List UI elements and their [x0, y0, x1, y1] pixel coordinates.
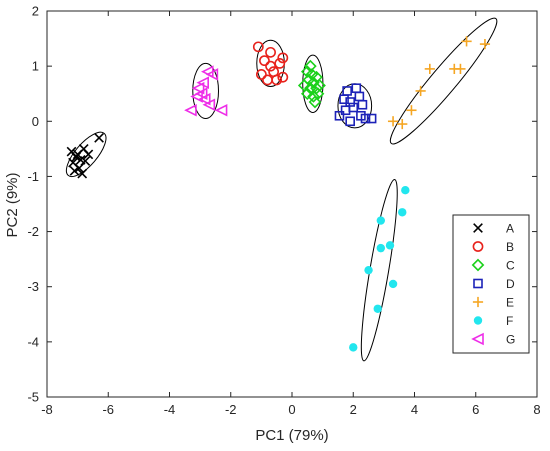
point-c	[311, 87, 325, 101]
axes: -8 -6 -4 -2 0 2 4 6 8 -5 -4 -3 -2 -1 0 1 2	[27, 4, 540, 418]
point-d	[348, 102, 359, 113]
y-tick-label: -3	[27, 279, 39, 294]
point-d	[351, 83, 362, 93]
point-e	[479, 38, 491, 50]
legend-marker-e	[472, 296, 484, 308]
point-g	[197, 92, 211, 106]
y-tick-label: -5	[27, 390, 39, 405]
point-g	[191, 81, 205, 95]
point-e	[387, 116, 399, 127]
point-e	[424, 63, 435, 74]
point-b	[262, 74, 273, 86]
point-b	[255, 69, 267, 80]
point-f	[398, 208, 407, 217]
point-d	[345, 97, 355, 107]
x-tick-label: -6	[102, 402, 114, 417]
point-g	[184, 103, 197, 117]
cluster-ellipse-g	[192, 62, 219, 120]
point-a	[71, 152, 81, 162]
point-c	[310, 81, 323, 95]
point-b	[259, 55, 270, 67]
point-b	[271, 74, 283, 86]
y-axis-label: PC2 (9%)	[4, 172, 21, 237]
legend-label-f: F	[506, 314, 513, 328]
point-a	[94, 132, 104, 143]
point-b	[274, 57, 286, 69]
point-f	[349, 343, 358, 352]
legend-marker-f	[473, 316, 483, 325]
point-g	[194, 87, 208, 101]
y-tick-label: -1	[27, 169, 39, 184]
cluster-ellipse-a	[65, 131, 107, 178]
x-axis-label: PC1 (79%)	[255, 427, 328, 444]
point-a	[69, 166, 80, 176]
point-a	[83, 149, 94, 160]
point-f	[385, 241, 395, 250]
x-tick-label: 8	[533, 402, 540, 417]
point-f	[388, 279, 398, 289]
point-e	[455, 63, 466, 74]
point-d	[357, 99, 368, 110]
point-g	[196, 76, 209, 89]
legend-marker-g	[471, 332, 484, 346]
point-b	[252, 41, 264, 53]
point-d	[342, 86, 352, 96]
point-c	[308, 95, 322, 109]
point-a	[80, 156, 91, 166]
point-d	[345, 116, 355, 127]
x-tick-label: 2	[350, 402, 357, 417]
y-tick-label: -4	[27, 334, 39, 349]
point-e	[461, 36, 472, 47]
point-c	[307, 90, 320, 103]
point-f	[376, 216, 386, 225]
cluster-ellipse-f	[360, 178, 398, 362]
point-g	[214, 103, 228, 117]
point-d	[360, 113, 371, 124]
point-b	[277, 52, 289, 64]
legend-label-a: A	[506, 222, 514, 236]
point-f	[376, 243, 386, 253]
point-d	[366, 113, 377, 124]
point-g	[205, 68, 219, 81]
point-b	[277, 71, 289, 83]
x-tick-label: -8	[41, 402, 53, 417]
point-e	[397, 118, 408, 130]
point-e	[406, 105, 417, 116]
y-tick-label: 0	[32, 114, 39, 129]
point-f	[373, 304, 382, 313]
x-tick-label: -4	[164, 402, 176, 417]
x-tick-label: 4	[411, 402, 418, 417]
x-tick-label: 6	[472, 402, 479, 417]
point-b	[265, 46, 276, 58]
point-d	[334, 110, 345, 121]
y-tick-label: -2	[27, 224, 39, 239]
legend-label-g: G	[506, 333, 515, 347]
legend-box	[452, 214, 530, 354]
legend-marker-d	[473, 278, 483, 289]
point-f	[364, 265, 373, 275]
legend-label-b: B	[506, 240, 514, 254]
legend-label-e: E	[506, 296, 514, 310]
point-a	[77, 168, 88, 179]
point-f	[401, 186, 410, 195]
y-tick-label: 2	[32, 4, 39, 19]
point-d	[354, 91, 365, 102]
x-tick-label: -2	[225, 402, 237, 417]
point-e	[415, 85, 426, 97]
legend-marker-c	[471, 258, 485, 272]
cluster-ellipse-e	[389, 17, 498, 145]
y-tick-label: 1	[32, 59, 39, 74]
legend-marker-b	[472, 241, 484, 252]
legend-marker-a	[473, 223, 483, 233]
point-g	[202, 98, 216, 112]
data-points	[66, 36, 491, 352]
point-c	[313, 79, 326, 92]
cluster-ellipses	[65, 17, 498, 362]
legend-label-d: D	[506, 277, 515, 291]
x-tick-label: 0	[288, 402, 295, 417]
legend-label-c: C	[506, 259, 515, 273]
